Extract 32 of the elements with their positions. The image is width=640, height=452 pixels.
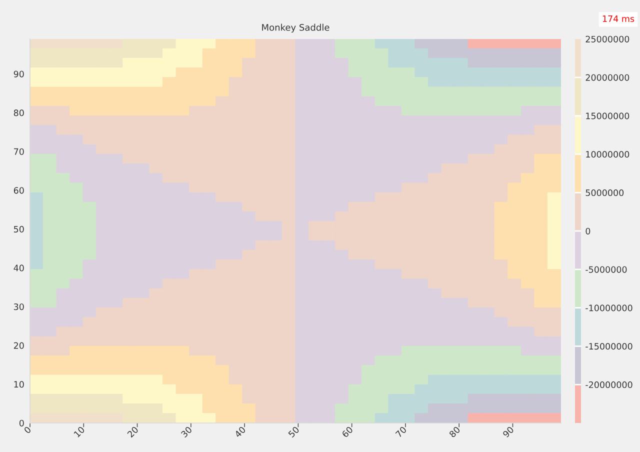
x-tick-label: 70 — [395, 426, 407, 438]
chart-title: Monkey Saddle — [262, 24, 330, 33]
x-tick-label: 20 — [126, 426, 139, 438]
color-bar-label: 5000000 — [586, 189, 624, 196]
color-bar-label: -5000000 — [586, 266, 627, 273]
y-tick-label: 80 — [14, 110, 24, 116]
x-tick-label: 90 — [502, 426, 514, 438]
y-tick-label: 20 — [14, 342, 24, 349]
color-bar-label: -10000000 — [586, 304, 632, 312]
x-tick-label: 60 — [341, 426, 354, 438]
y-tick-label: 90 — [14, 70, 24, 78]
y-tick-label: 60 — [14, 187, 24, 194]
x-tick-label: 80 — [448, 426, 460, 438]
y-tick-label: 0 — [19, 420, 24, 426]
color-bar-label: 0 — [586, 228, 590, 234]
color-bar-label: -15000000 — [586, 343, 632, 350]
y-tick-label: 40 — [14, 264, 24, 272]
y-tick-label: 70 — [14, 148, 24, 155]
color-bar-label: 20000000 — [586, 74, 630, 81]
y-tick-label: 10 — [14, 381, 24, 388]
color-bar-label: 25000000 — [586, 36, 630, 42]
x-tick-label: 10 — [74, 426, 86, 438]
x-tick-label: 30 — [180, 426, 192, 438]
y-tick-label: 30 — [14, 303, 24, 310]
color-bar-label: 15000000 — [586, 112, 630, 120]
x-tick-label: 40 — [234, 426, 246, 438]
color-bar-label: 10000000 — [586, 151, 630, 158]
text: 174 ms — [602, 15, 634, 22]
x-tick-label: 50 — [288, 426, 300, 438]
color-bar-label: -20000000 — [586, 381, 632, 388]
x-tick-label: 0 — [24, 426, 32, 434]
y-tick-label: 50 — [14, 226, 24, 233]
